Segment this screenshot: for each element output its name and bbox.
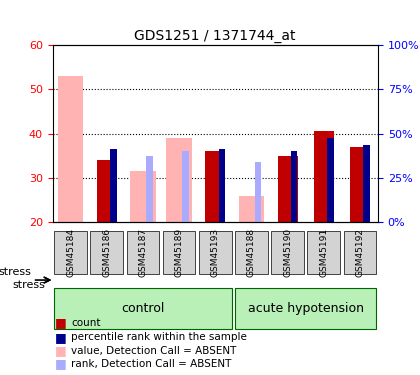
Text: ■: ■ <box>55 316 66 329</box>
Bar <box>239 196 264 222</box>
Bar <box>327 138 333 222</box>
Text: percentile rank within the sample: percentile rank within the sample <box>71 333 247 342</box>
Text: control: control <box>121 302 165 315</box>
Text: ■: ■ <box>55 357 66 370</box>
Bar <box>205 152 225 222</box>
Text: stress: stress <box>0 267 31 277</box>
FancyBboxPatch shape <box>235 231 268 274</box>
Text: GSM45191: GSM45191 <box>319 228 328 277</box>
Bar <box>97 160 117 222</box>
Text: GSM45188: GSM45188 <box>247 228 256 277</box>
FancyBboxPatch shape <box>307 231 340 274</box>
Bar <box>363 145 370 222</box>
FancyBboxPatch shape <box>271 231 304 274</box>
Bar <box>255 162 261 222</box>
Text: GSM45186: GSM45186 <box>102 228 111 277</box>
FancyBboxPatch shape <box>54 231 87 274</box>
Bar <box>350 147 370 222</box>
FancyBboxPatch shape <box>90 231 123 274</box>
Text: ■: ■ <box>55 344 66 357</box>
Bar <box>291 152 297 222</box>
Text: GSM45187: GSM45187 <box>139 228 147 277</box>
Text: GSM45184: GSM45184 <box>66 228 75 277</box>
FancyBboxPatch shape <box>199 231 231 274</box>
Bar <box>166 138 192 222</box>
FancyBboxPatch shape <box>235 288 376 328</box>
FancyBboxPatch shape <box>127 231 159 274</box>
Bar <box>130 171 155 222</box>
FancyBboxPatch shape <box>344 231 376 274</box>
Title: GDS1251 / 1371744_at: GDS1251 / 1371744_at <box>134 28 296 43</box>
Text: GSM45190: GSM45190 <box>283 228 292 277</box>
Text: stress: stress <box>13 280 45 290</box>
Bar <box>218 149 225 222</box>
Text: GSM45189: GSM45189 <box>175 228 184 277</box>
Text: acute hypotension: acute hypotension <box>248 302 364 315</box>
Bar <box>110 149 116 222</box>
Text: count: count <box>71 318 101 327</box>
Text: ■: ■ <box>55 331 66 344</box>
Text: value, Detection Call = ABSENT: value, Detection Call = ABSENT <box>71 346 237 355</box>
FancyBboxPatch shape <box>54 288 231 328</box>
FancyBboxPatch shape <box>163 231 195 274</box>
Bar <box>58 76 83 222</box>
Text: rank, Detection Call = ABSENT: rank, Detection Call = ABSENT <box>71 359 232 369</box>
Bar <box>278 156 297 222</box>
Bar <box>146 156 153 222</box>
Bar <box>182 152 189 222</box>
Text: GSM45193: GSM45193 <box>211 228 220 277</box>
Bar <box>314 131 334 222</box>
Text: GSM45192: GSM45192 <box>355 228 365 277</box>
